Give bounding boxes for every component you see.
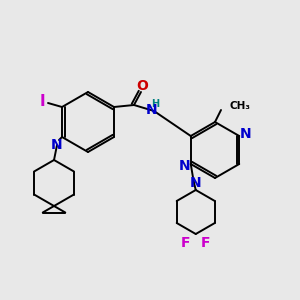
- Text: F: F: [201, 236, 211, 250]
- Text: N: N: [51, 138, 63, 152]
- Text: CH₃: CH₃: [229, 101, 250, 111]
- Text: N: N: [179, 159, 190, 173]
- Text: I: I: [39, 94, 45, 109]
- Text: O: O: [136, 79, 148, 93]
- Text: N: N: [146, 103, 158, 117]
- Text: F: F: [181, 236, 190, 250]
- Text: N: N: [190, 176, 202, 190]
- Text: H: H: [151, 99, 159, 109]
- Text: N: N: [239, 127, 251, 141]
